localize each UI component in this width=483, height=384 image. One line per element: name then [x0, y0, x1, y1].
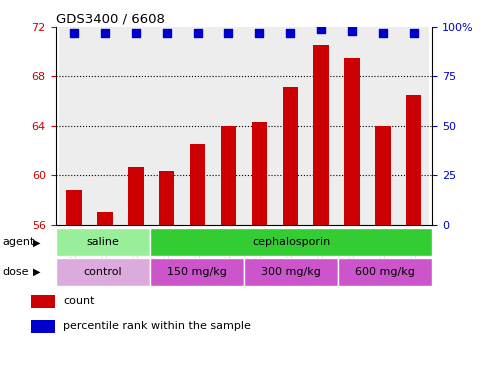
- Text: control: control: [84, 267, 122, 277]
- Bar: [190, 144, 205, 225]
- Point: [132, 30, 140, 36]
- Bar: [56, 258, 150, 286]
- Text: saline: saline: [86, 237, 119, 247]
- Bar: [89, 27, 120, 225]
- Point: [225, 30, 232, 36]
- Bar: [128, 167, 143, 225]
- Bar: [375, 126, 391, 225]
- Text: cephalosporin: cephalosporin: [252, 237, 330, 247]
- Bar: [338, 258, 432, 286]
- Bar: [31, 320, 56, 333]
- Bar: [213, 27, 244, 225]
- Bar: [306, 27, 337, 225]
- Bar: [344, 58, 360, 225]
- Bar: [244, 258, 338, 286]
- Bar: [406, 95, 422, 225]
- Point: [256, 30, 263, 36]
- Bar: [159, 172, 174, 225]
- Bar: [368, 27, 398, 225]
- Bar: [66, 190, 82, 225]
- Bar: [275, 27, 306, 225]
- Bar: [283, 88, 298, 225]
- Text: 600 mg/kg: 600 mg/kg: [355, 267, 415, 277]
- Bar: [244, 27, 275, 225]
- Text: percentile rank within the sample: percentile rank within the sample: [63, 321, 251, 331]
- Point: [194, 30, 201, 36]
- Bar: [313, 45, 329, 225]
- Text: agent: agent: [2, 237, 35, 247]
- Bar: [58, 27, 89, 225]
- Bar: [56, 228, 150, 256]
- Bar: [150, 228, 432, 256]
- Text: dose: dose: [2, 267, 29, 277]
- Text: 300 mg/kg: 300 mg/kg: [261, 267, 321, 277]
- Bar: [31, 295, 56, 308]
- Point: [379, 30, 387, 36]
- Bar: [398, 27, 429, 225]
- Bar: [151, 27, 182, 225]
- Point: [70, 30, 78, 36]
- Point: [317, 26, 325, 32]
- Bar: [337, 27, 368, 225]
- Bar: [221, 126, 236, 225]
- Point: [348, 28, 356, 34]
- Point: [410, 30, 418, 36]
- Point: [101, 30, 109, 36]
- Bar: [182, 27, 213, 225]
- Text: count: count: [63, 296, 95, 306]
- Bar: [120, 27, 151, 225]
- Bar: [252, 122, 267, 225]
- Point: [163, 30, 170, 36]
- Bar: [97, 212, 113, 225]
- Text: ▶: ▶: [33, 237, 41, 247]
- Text: GDS3400 / 6608: GDS3400 / 6608: [56, 13, 164, 26]
- Point: [286, 30, 294, 36]
- Bar: [150, 258, 244, 286]
- Text: ▶: ▶: [33, 267, 41, 277]
- Text: 150 mg/kg: 150 mg/kg: [167, 267, 227, 277]
